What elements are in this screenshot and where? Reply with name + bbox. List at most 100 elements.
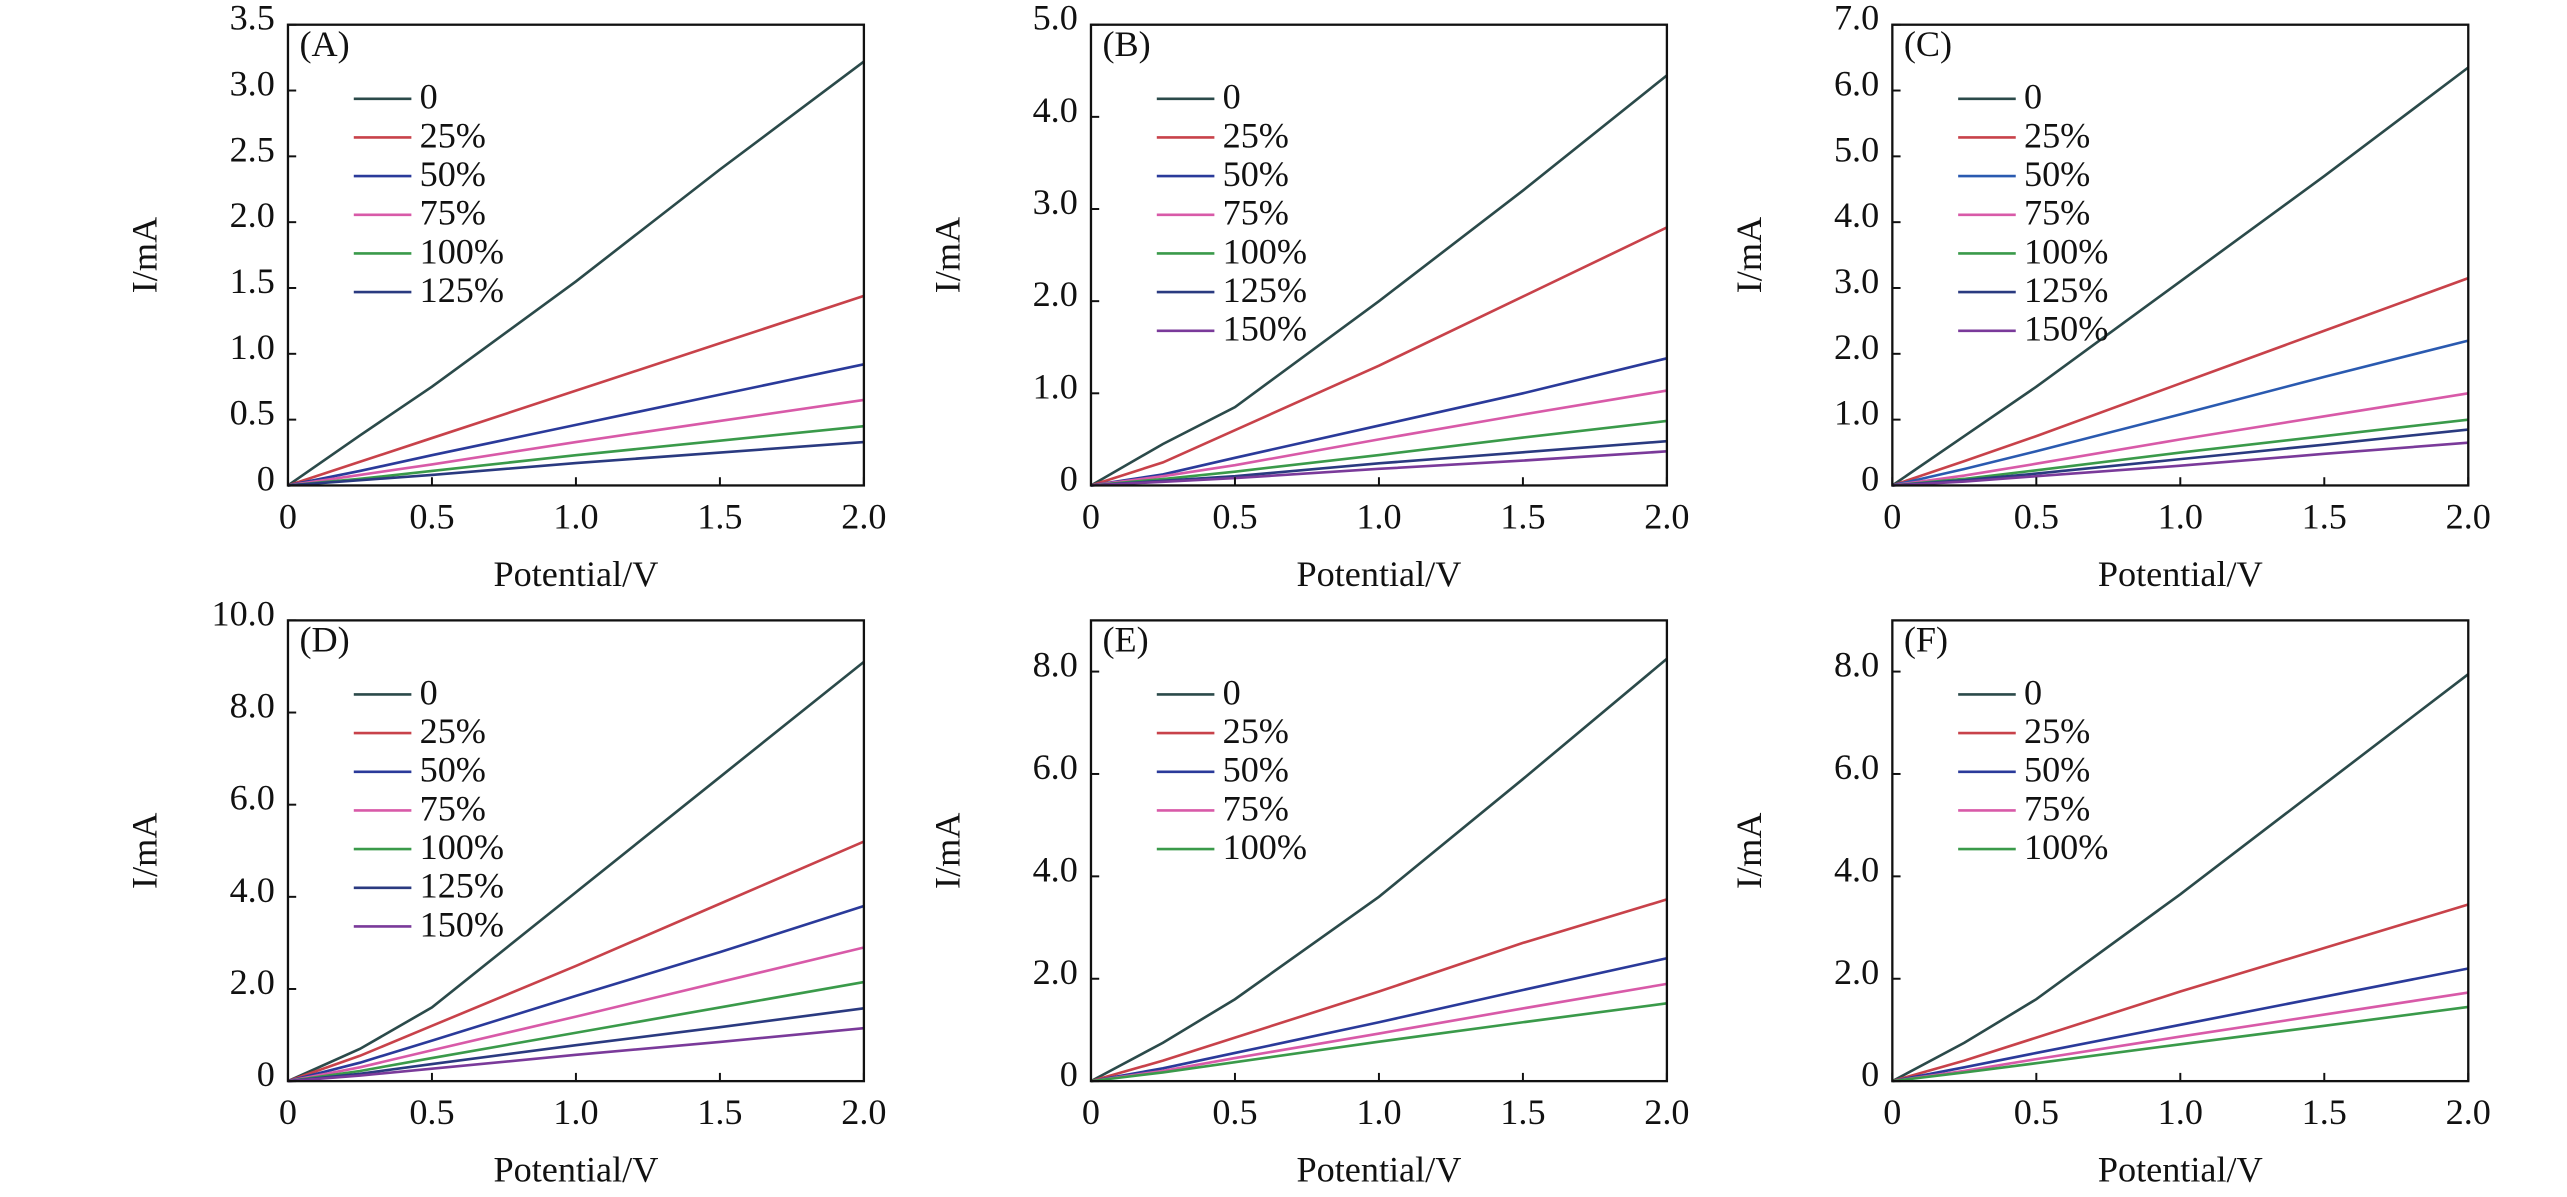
legend-label: 0 (420, 77, 438, 117)
data-line (1090, 1002, 1668, 1083)
legend-label: 0 (1223, 672, 1241, 712)
x-tick-label: 2.0 (2446, 1092, 2491, 1132)
x-tick-label: 0 (1082, 496, 1100, 536)
axes-frame (1891, 23, 2470, 487)
data-line (287, 980, 865, 1083)
panel: 025%50%75%100%02.04.06.08.00 0.5 1.0 1.5 2.0… (1729, 619, 2491, 1190)
legend-label: 50% (420, 750, 486, 790)
y-tick-label: 0 (257, 1054, 275, 1094)
axes-frame (286, 23, 866, 487)
legend-label: 100% (1223, 231, 1307, 271)
x-tick-label: 2.0 (2446, 496, 2491, 536)
panel: 025%50%75%100%125%00.51.01.52.02.53.03.5… (124, 0, 886, 594)
y-tick-label: 3.0 (1834, 261, 1879, 301)
data-line (1090, 419, 1668, 487)
legend-label: 50% (2024, 154, 2090, 194)
data-line (287, 840, 865, 1083)
y-tick-label: 8.0 (1834, 645, 1879, 685)
x-tick-label: 0.5 (409, 496, 454, 536)
data-line (1090, 450, 1667, 487)
y-tick-label: 7.0 (1834, 0, 1879, 38)
y-tick-label: 2.0 (1033, 274, 1078, 314)
x-tick-label: 1.0 (2158, 496, 2203, 536)
x-tick-label: 0 (1883, 496, 1901, 536)
legend-label: 75% (2024, 788, 2090, 828)
panel-label: (A) (299, 24, 349, 64)
x-tick-label: 2.0 (1644, 1092, 1689, 1132)
y-tick-label: 3.0 (1033, 182, 1078, 222)
data-line (1891, 276, 2469, 487)
legend-label: 0 (1223, 77, 1241, 117)
panel-label: (B) (1102, 24, 1150, 64)
data-line (1892, 991, 2469, 1083)
y-axis-label: I/mA (124, 813, 164, 889)
y-tick-label: 1.5 (230, 261, 275, 301)
data-line (1892, 967, 2469, 1083)
x-axis-label: Potential/V (2098, 554, 2263, 594)
legend-label: 125% (420, 270, 504, 310)
data-line (1090, 226, 1668, 487)
panel-label: (C) (1904, 24, 1952, 64)
data-line (1892, 441, 2469, 487)
panel-label: (E) (1102, 620, 1148, 660)
y-tick-label: 3.5 (230, 0, 275, 38)
legend-label: 0 (2024, 77, 2042, 117)
x-tick-label: 1.5 (1500, 496, 1545, 536)
data-line (287, 294, 865, 487)
y-axis-label: I/mA (927, 813, 967, 889)
y-tick-label: 4.0 (1834, 849, 1879, 889)
x-tick-label: 1.0 (1356, 496, 1401, 536)
legend-label: 150% (2024, 309, 2108, 349)
y-tick-label: 5.0 (1033, 0, 1078, 38)
y-tick-label: 0 (1060, 1054, 1078, 1094)
legend-label: 25% (2024, 115, 2090, 155)
y-axis-label: I/mA (124, 217, 164, 293)
legend-label: 0 (2024, 672, 2042, 712)
legend-label: 100% (1223, 827, 1307, 867)
y-tick-label: 2.0 (1834, 952, 1879, 992)
x-tick-label: 1.0 (2158, 1092, 2203, 1132)
legend-label: 75% (420, 788, 486, 828)
y-tick-label: 1.0 (1033, 366, 1078, 406)
y-tick-label: 6.0 (1834, 64, 1879, 104)
y-tick-label: 0 (1060, 458, 1078, 498)
data-line (1090, 74, 1668, 487)
x-tick-label: 0.5 (1212, 496, 1257, 536)
x-tick-label: 0.5 (2014, 1092, 2059, 1132)
legend-label: 125% (1223, 270, 1307, 310)
legend-label: 75% (1223, 788, 1289, 828)
y-axis-label: I/mA (927, 217, 967, 293)
y-tick-label: 1.0 (230, 327, 275, 367)
y-tick-label: 4.0 (1033, 849, 1078, 889)
x-tick-label: 0 (1883, 1092, 1901, 1132)
panel-label: (D) (299, 620, 349, 660)
x-tick-label: 1.5 (2302, 496, 2347, 536)
legend-label: 75% (1223, 193, 1289, 233)
data-line (287, 398, 865, 487)
legend-label: 100% (420, 827, 504, 867)
legend-label: 100% (2024, 827, 2108, 867)
x-tick-label: 2.0 (1644, 496, 1689, 536)
panel: 025%50%75%100%125%150%01.02.03.04.05.00 0… (927, 0, 1689, 594)
x-tick-label: 1.0 (553, 1092, 598, 1132)
legend-label: 50% (1223, 154, 1289, 194)
y-tick-label: 0 (1861, 458, 1879, 498)
y-tick-label: 6.0 (1033, 747, 1078, 787)
legend-label: 150% (420, 904, 504, 944)
y-tick-label: 0 (257, 458, 275, 498)
y-tick-label: 1.0 (1834, 393, 1879, 433)
data-line (1892, 1005, 2469, 1083)
data-line (287, 1007, 865, 1083)
x-tick-label: 0 (279, 496, 297, 536)
x-axis-label: Potential/V (494, 1150, 659, 1190)
axes-frame (286, 619, 866, 1083)
legend-label: 75% (420, 193, 486, 233)
legend-label: 150% (1223, 309, 1307, 349)
data-line (1892, 392, 2469, 487)
panel: 025%50%75%100%125%150%02.04.06.08.010.00… (124, 593, 886, 1189)
legend-label: 25% (420, 115, 486, 155)
axes-frame (1891, 619, 2470, 1083)
legend-label: 125% (420, 866, 504, 906)
y-axis-label: I/mA (1729, 217, 1769, 293)
y-tick-label: 3.0 (230, 64, 275, 104)
